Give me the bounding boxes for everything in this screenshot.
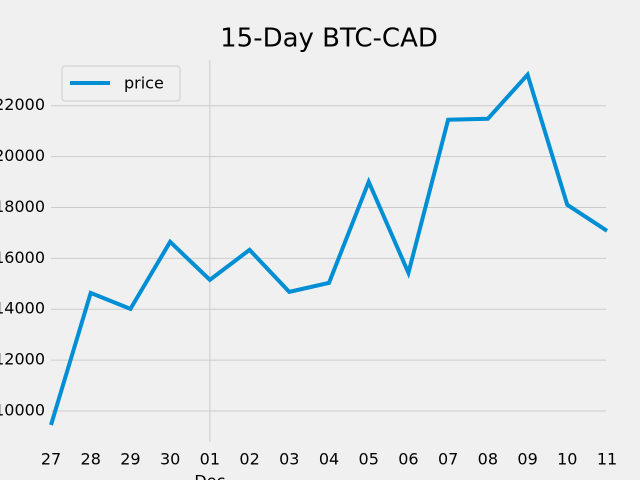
x-tick-label: 29	[120, 450, 140, 469]
y-tick-label: 22000	[0, 95, 45, 114]
legend-label: price	[124, 74, 164, 93]
legend: price	[61, 65, 181, 102]
plot	[49, 70, 609, 426]
x-tick-label: 04	[319, 450, 339, 469]
x-tick-label: 01	[200, 450, 220, 469]
y-tick-label: 18000	[0, 197, 45, 216]
price-line	[49, 70, 609, 426]
y-tick-label: 16000	[0, 248, 45, 267]
x-tick-label: 08	[478, 450, 498, 469]
x-tick-label: 03	[279, 450, 299, 469]
legend-box	[61, 65, 181, 102]
y-tick-label: 20000	[0, 146, 45, 165]
x-tick-label: 28	[81, 450, 101, 469]
x-tick-label: 30	[160, 450, 180, 469]
y-tick-label: 14000	[0, 299, 45, 318]
y-tick-label: 12000	[0, 350, 45, 369]
x-tick-label: 09	[517, 450, 537, 469]
x-tick-label: 06	[398, 450, 418, 469]
y-tick-label: 10000	[0, 400, 45, 419]
x-tick-label: 27	[41, 450, 61, 469]
chart-title: 15-Day BTC-CAD	[220, 24, 438, 54]
x-tick-label: 10	[557, 450, 577, 469]
x-tick-label: 11	[597, 450, 617, 469]
x-tick-label: 05	[359, 450, 379, 469]
grid: 10000 12000 14000 16000 18000 20000 22000 27 28 2…	[0, 60, 617, 480]
x-tick-label: 02	[239, 450, 259, 469]
x-month-label: Dec	[194, 472, 225, 480]
x-tick-label: 07	[438, 450, 458, 469]
